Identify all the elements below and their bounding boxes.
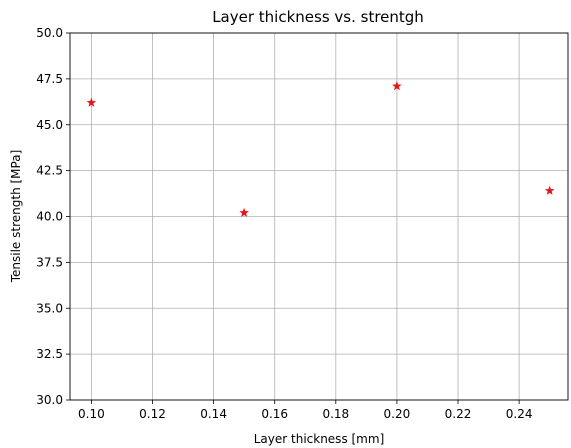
y-tick-label: 40.0: [36, 210, 63, 224]
x-tick-label: 0.10: [78, 407, 105, 421]
y-tick-label: 37.5: [36, 255, 63, 269]
x-tick-label: 0.16: [261, 407, 288, 421]
data-point-star: [392, 81, 402, 91]
grid: [70, 32, 568, 401]
y-tick-label: 47.5: [36, 72, 63, 86]
x-axis-label: Layer thickness [mm]: [254, 432, 385, 446]
y-tick-label: 45.0: [36, 118, 63, 132]
x-tick-label: 0.18: [322, 407, 349, 421]
x-tick-label: 0.12: [139, 407, 166, 421]
y-tick-label: 32.5: [36, 347, 63, 361]
x-tick-label: 0.24: [506, 407, 533, 421]
chart-title: Layer thickness vs. strentgh: [212, 8, 424, 26]
y-tick-label: 50.0: [36, 26, 63, 40]
data-point-star: [239, 207, 249, 217]
x-tick-label: 0.14: [200, 407, 227, 421]
y-axis-label: Tensile strength [MPa]: [9, 150, 23, 284]
y-tick-label: 30.0: [36, 393, 63, 407]
x-tick-label: 0.22: [445, 407, 472, 421]
plot-frame: [69, 32, 569, 401]
y-tick-label: 35.0: [36, 301, 63, 315]
axis-ticks: 0.10 0.12 0.14 0.16 0.18 0.20 0.22 0.24 30.0 32.5…: [36, 26, 532, 421]
data-points: [86, 81, 555, 217]
y-tick-label: 42.5: [36, 164, 63, 178]
data-point-star: [544, 185, 555, 195]
data-point-star: [86, 97, 97, 107]
x-tick-label: 0.20: [384, 407, 411, 421]
